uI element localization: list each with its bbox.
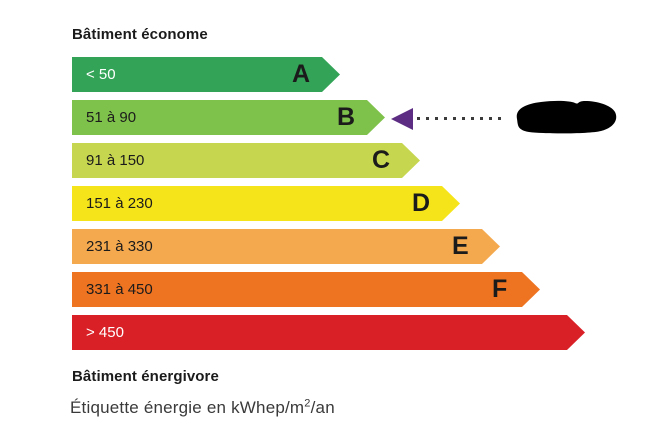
bar-class-letter-b: B (337, 103, 356, 131)
heading-energy-intensive: Bâtiment énergivore (72, 368, 219, 385)
caption-prefix: Étiquette énergie en kWhep/m (70, 398, 305, 417)
pointer-triangle-icon (391, 108, 413, 130)
bar-shape-f (72, 272, 540, 307)
bar-shape-b (72, 100, 385, 135)
energy-class-bar-c: 91 à 150 C (72, 143, 420, 178)
energy-class-bar-f: 331 à 450 F (72, 272, 540, 307)
energy-class-bar-g: > 450 (72, 315, 585, 350)
bar-range-label-e: 231 à 330 (86, 238, 153, 255)
chart-caption: Étiquette énergie en kWhep/m2/an (70, 398, 335, 418)
bar-class-letter-a: A (292, 60, 311, 88)
energy-class-bar-b: 51 à 90 B (72, 100, 385, 135)
caption-suffix: /an (310, 398, 335, 417)
redacted-value-blob (505, 99, 620, 134)
bar-range-label-g: > 450 (86, 324, 124, 341)
caption-exponent: 2 (304, 397, 311, 410)
bar-shape-d (72, 186, 460, 221)
bar-range-label-f: 331 à 450 (86, 281, 153, 298)
bar-shape-e (72, 229, 500, 264)
bar-class-letter-e: E (452, 232, 469, 260)
bar-range-label-d: 151 à 230 (86, 195, 153, 212)
energy-class-bar-d: 151 à 230 D (72, 186, 460, 221)
bar-range-label-b: 51 à 90 (86, 109, 137, 126)
bar-range-label-a: < 50 (86, 66, 116, 83)
bar-shape-a (72, 57, 340, 92)
heading-economical: Bâtiment économe (72, 26, 208, 43)
pointer-leader-line (417, 117, 501, 120)
bar-shape-g (72, 315, 585, 350)
bar-class-letter-d: D (412, 189, 431, 217)
energy-class-bar-a: < 50 A (72, 57, 340, 92)
energy-class-bar-e: 231 à 330 E (72, 229, 500, 264)
bar-class-letter-c: C (372, 146, 391, 174)
bar-shape-c (72, 143, 420, 178)
bar-class-letter-f: F (492, 275, 508, 303)
bar-range-label-c: 91 à 150 (86, 152, 145, 169)
